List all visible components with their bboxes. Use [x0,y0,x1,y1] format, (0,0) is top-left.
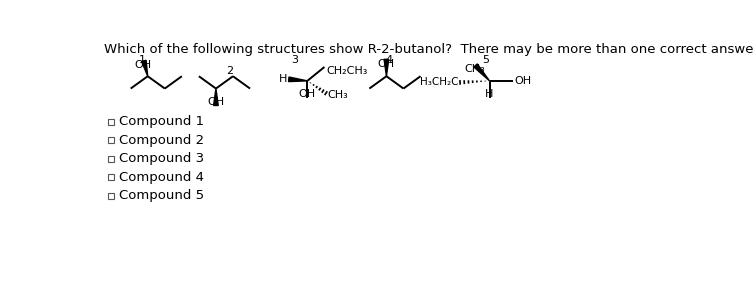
Bar [109,192,115,199]
Bar [109,137,115,143]
Text: OH: OH [134,60,152,70]
Polygon shape [289,77,308,82]
Text: 4: 4 [385,55,392,65]
Text: 5: 5 [482,55,489,65]
Text: OH: OH [207,97,225,107]
Text: OH: OH [298,89,315,99]
Text: Compound 3: Compound 3 [119,152,204,165]
Bar [109,119,115,125]
Text: 1: 1 [139,55,146,65]
Text: Compound 4: Compound 4 [119,171,204,184]
Text: OH: OH [514,76,532,86]
Text: CH₂CH₃: CH₂CH₃ [326,66,367,76]
Polygon shape [474,64,489,81]
Text: Compound 1: Compound 1 [119,115,204,128]
Text: H: H [486,89,494,99]
Text: Compound 2: Compound 2 [119,134,204,147]
Polygon shape [213,88,218,105]
Text: 3: 3 [292,55,299,65]
Bar [109,174,115,180]
Text: CH₃: CH₃ [327,90,348,100]
Text: OH: OH [378,59,395,68]
Text: CH₃: CH₃ [464,64,485,74]
Text: H: H [279,74,287,84]
Text: Which of the following structures show R-2-butanol?  There may be more than one : Which of the following structures show R… [103,43,754,56]
Text: Compound 5: Compound 5 [119,189,204,202]
Polygon shape [384,59,389,76]
Bar [109,156,115,162]
Text: H₃CH₂C: H₃CH₂C [420,77,458,87]
Text: 2: 2 [226,66,234,76]
Polygon shape [142,60,148,76]
